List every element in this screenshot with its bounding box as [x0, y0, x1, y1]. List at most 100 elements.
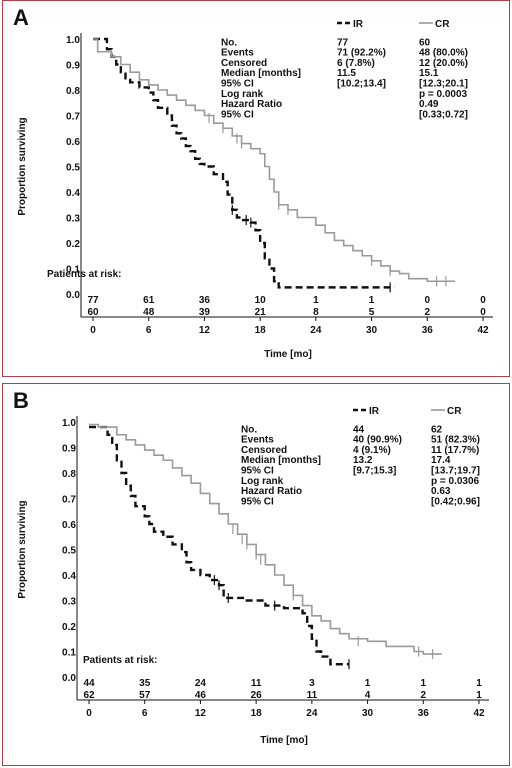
stat-row-ir-value: 4 (9.1%) — [353, 445, 391, 456]
x-tick-label: 18 — [251, 708, 263, 719]
stat-row-ir-value: 71 (92.2%) — [337, 48, 386, 59]
panel-a: A 0.0 0.1 0.2 0.3 0.4 0.5 0.6 0.7 0.8 0.9 1.0 0 6 12 1… — [2, 0, 510, 377]
stat-row-label: Events — [241, 435, 274, 446]
x-tick-label: 42 — [477, 325, 489, 336]
curve-ir — [89, 425, 349, 666]
stat-row-cr-value: 60 — [419, 37, 431, 48]
stat-row-cr-value: 12 (20.0%) — [419, 58, 468, 69]
y-axis-title: Proportion surviving — [17, 500, 28, 598]
stat-row-label: No. — [241, 424, 257, 435]
stat-row-cr-value: 62 — [431, 424, 443, 435]
km-chart-a: 0.00.10.20.30.40.50.60.70.80.91.00 6 12 18 2… — [17, 19, 493, 360]
x-tick-label: 12 — [195, 708, 207, 719]
x-tick-label: 0 — [90, 325, 96, 336]
stat-row-label: Events — [221, 48, 254, 59]
km-chart-b: 0.00.10.20.30.40.50.60.70.80.91.00 6 12 18 2… — [17, 406, 489, 746]
risk-count-cr: 39 — [199, 307, 211, 318]
legend-label-ir: IR — [353, 19, 364, 30]
risk-count-ir: 1 — [476, 678, 482, 689]
stat-row-label: Median [months] — [241, 455, 321, 466]
y-tick-label: 0.6 — [62, 520, 76, 531]
y-tick-label: 0.9 — [66, 61, 80, 72]
stat-row-cr-value: [0.42;0.96] — [431, 496, 480, 507]
risk-count-ir: 36 — [199, 295, 211, 306]
x-tick-label: 30 — [366, 325, 378, 336]
stat-row-ir-value: 40 (90.9%) — [353, 435, 402, 446]
y-tick-label: 0.6 — [66, 137, 80, 148]
stat-row-cr-value: 0.63 — [431, 486, 451, 497]
stat-row-cr-value: [13.7;19.7] — [431, 466, 480, 477]
y-tick-label: 0.5 — [66, 163, 80, 174]
stat-row-cr-value: p = 0.0003 — [419, 89, 468, 100]
y-tick-label: 0.0 — [62, 673, 76, 684]
risk-count-ir: 77 — [87, 295, 99, 306]
risk-count-cr: 8 — [313, 307, 319, 318]
stat-row-ir-value: 11.5 — [337, 68, 356, 79]
x-tick-label: 36 — [422, 325, 434, 336]
risk-count-cr: 4 — [365, 690, 371, 701]
risk-count-cr: 5 — [369, 307, 375, 318]
patients-at-risk-label: Patients at risk: — [47, 269, 121, 280]
risk-count-ir: 1 — [313, 295, 319, 306]
risk-count-cr: 57 — [139, 690, 151, 701]
x-tick-label: 30 — [362, 708, 374, 719]
panel-letter-a: A — [13, 5, 29, 30]
risk-count-ir: 0 — [425, 295, 431, 306]
stat-row-label: Hazard Ratio — [221, 99, 282, 110]
stat-row-cr-value: 0.49 — [419, 99, 439, 110]
stat-row-cr-value: 17.4 — [431, 455, 451, 466]
y-tick-label: 0.7 — [62, 495, 76, 506]
y-tick-label: 0.8 — [62, 469, 76, 480]
y-axis-title: Proportion surviving — [17, 117, 28, 215]
x-tick-label: 0 — [86, 708, 92, 719]
x-axis-title: Time [mo] — [264, 349, 312, 360]
stat-row-ir-value: [9.7;15.3] — [353, 466, 396, 477]
stat-row-cr-value: 15.1 — [419, 68, 439, 79]
stat-row-label: 95% CI — [221, 109, 254, 120]
x-tick-label: 42 — [473, 708, 485, 719]
stat-row-label: Median [months] — [221, 68, 301, 79]
risk-count-cr: 11 — [307, 690, 318, 701]
risk-count-ir: 24 — [195, 678, 207, 689]
y-tick-label: 0.2 — [62, 622, 76, 633]
panel-b: B 0.0 0.1 0.2 0.3 0.4 0.5 0.6 0.7 0.8 0.9 1.0 0 6 12 1… — [2, 383, 510, 766]
risk-count-cr: 46 — [195, 690, 207, 701]
risk-count-cr: 60 — [87, 307, 99, 318]
risk-count-cr: 2 — [425, 307, 431, 318]
y-tick-label: 0.0 — [66, 290, 80, 301]
risk-count-cr: 21 — [255, 307, 267, 318]
x-tick-label: 36 — [418, 708, 430, 719]
risk-count-cr: 0 — [480, 307, 486, 318]
curve-cr — [93, 38, 456, 283]
y-tick-label: 0.3 — [62, 597, 76, 608]
risk-count-ir: 10 — [255, 295, 267, 306]
y-tick-label: 1.0 — [66, 35, 80, 46]
curve-ir — [93, 37, 395, 289]
legend-label-cr: CR — [435, 19, 450, 30]
x-tick-label: 24 — [306, 708, 318, 719]
stat-row-cr-value: p = 0.0306 — [431, 476, 480, 487]
risk-count-ir: 3 — [309, 678, 315, 689]
y-tick-label: 0.5 — [62, 546, 76, 557]
y-tick-label: 0.1 — [62, 648, 76, 659]
curve-cr — [89, 423, 442, 655]
risk-count-cr: 2 — [421, 690, 427, 701]
stat-row-cr-value: 51 (82.3%) — [431, 435, 480, 446]
legend-label-ir: IR — [369, 406, 380, 417]
risk-count-cr: 1 — [476, 690, 482, 701]
risk-count-ir: 0 — [480, 295, 486, 306]
y-tick-label: 0.4 — [62, 571, 76, 582]
stat-row-ir-value: [10.2;13.4] — [337, 79, 386, 90]
risk-count-cr: 26 — [251, 690, 263, 701]
stat-row-ir-value: 13.2 — [353, 455, 373, 466]
risk-count-ir: 61 — [143, 295, 155, 306]
y-tick-label: 0.2 — [66, 239, 80, 250]
risk-count-ir: 11 — [251, 678, 262, 689]
x-tick-label: 18 — [255, 325, 267, 336]
stat-row-ir-value: 6 (7.8%) — [337, 58, 375, 69]
stat-row-label: Log rank — [241, 476, 284, 487]
patients-at-risk-label: Patients at risk: — [83, 655, 157, 666]
y-tick-label: 0.8 — [66, 86, 80, 97]
stat-row-ir-value: 44 — [353, 424, 365, 435]
